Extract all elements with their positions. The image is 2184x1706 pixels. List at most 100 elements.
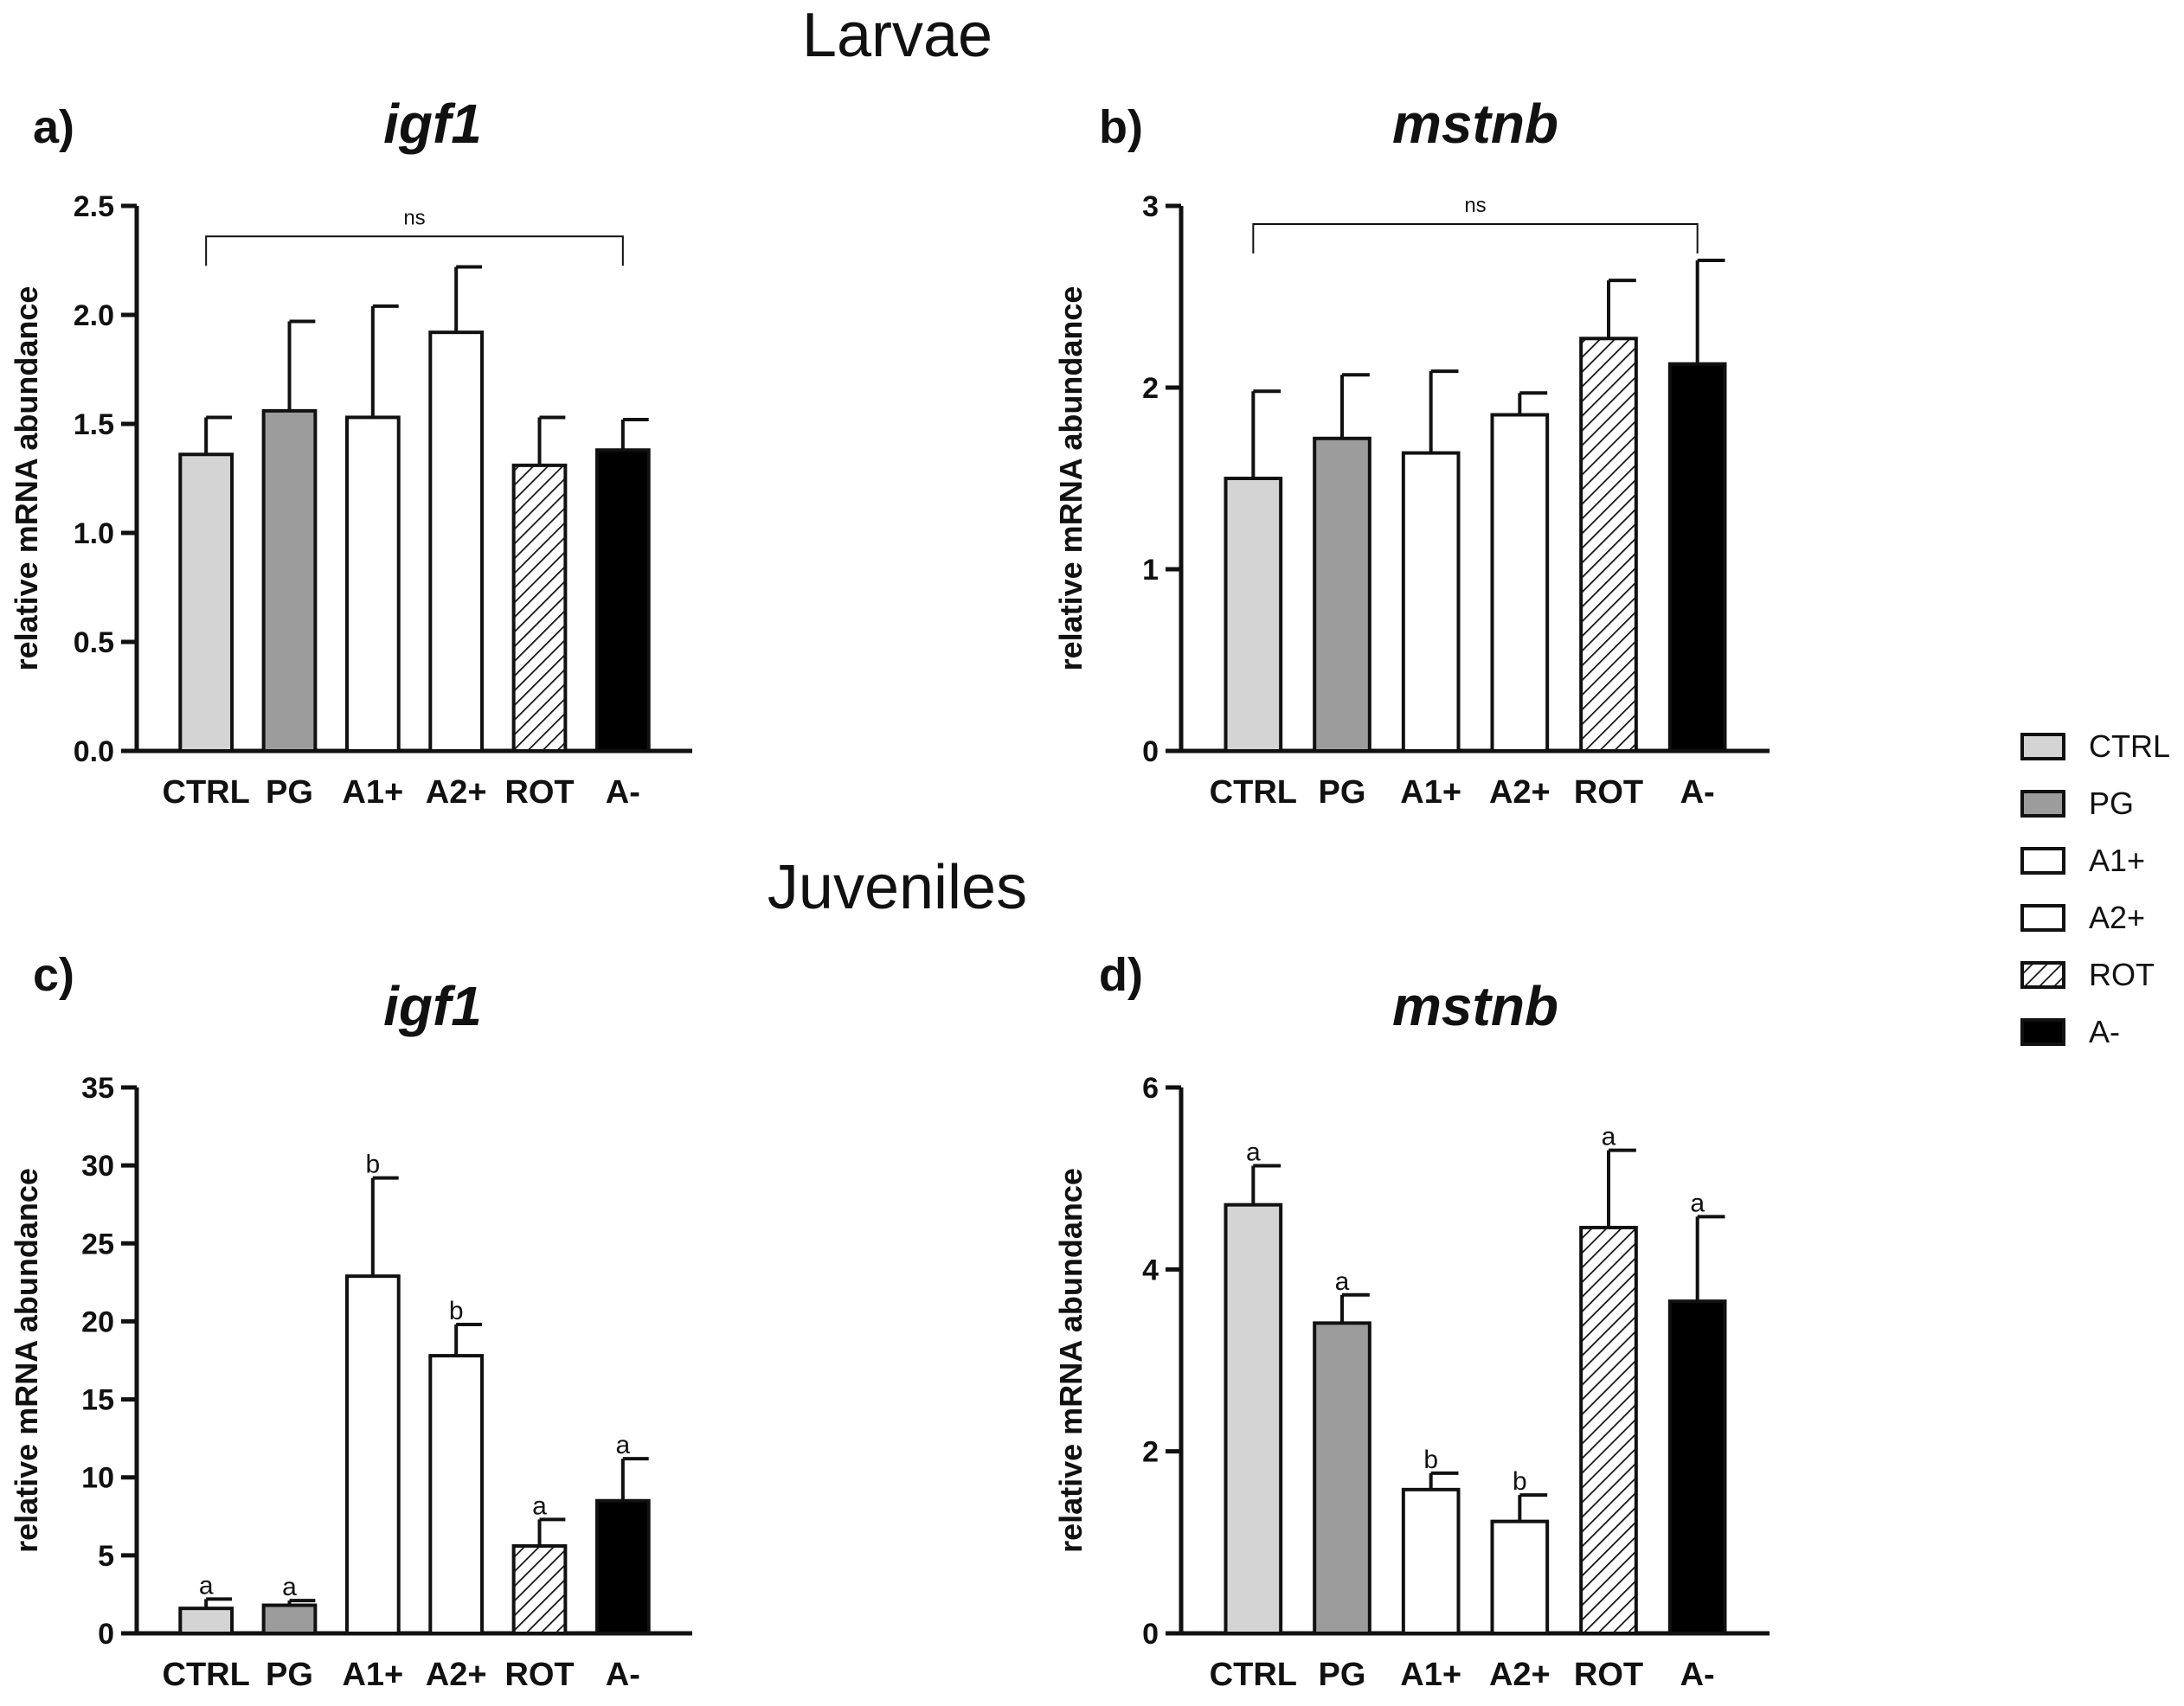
legend-swatch	[2020, 904, 2065, 932]
bar-pg	[1313, 1321, 1371, 1636]
x-tick-label: A-	[1680, 774, 1715, 811]
bar-a1plus	[1401, 451, 1461, 753]
y-tick-label: 0	[1142, 1618, 1159, 1651]
chart-title: mstnb	[1392, 975, 1558, 1037]
x-tick-label: CTRL	[163, 1657, 250, 1693]
x-tick-label: ROT	[504, 1657, 574, 1693]
legend: CTRL PG A1+ A2+ ROT A-	[2020, 728, 2170, 1049]
x-tick-label: A2+	[1489, 1657, 1551, 1693]
x-tick-label: PG	[266, 774, 313, 811]
y-tick-label: 0	[1142, 735, 1159, 768]
bar-ctrl	[178, 1607, 234, 1636]
significance-label: a	[1690, 1189, 1705, 1217]
significance-label: a	[1246, 1138, 1261, 1166]
bracket-label: ns	[1464, 194, 1486, 217]
x-tick-label: A2+	[426, 1657, 487, 1693]
x-tick-label: PG	[1319, 774, 1366, 811]
legend-label: A2+	[2089, 900, 2145, 935]
x-tick-label: PG	[266, 1657, 313, 1693]
y-tick-label: 2	[1142, 372, 1159, 405]
x-tick-label: A-	[1680, 1657, 1715, 1693]
significance-label: b	[365, 1151, 380, 1179]
legend-label: CTRL	[2089, 728, 2170, 764]
bar-a2plus	[1490, 1519, 1550, 1636]
y-axis-label: relative mRNA abundance	[9, 286, 44, 671]
y-axis-label: relative mRNA abundance	[1053, 286, 1089, 671]
chart-title: mstnb	[1392, 93, 1558, 155]
y-tick-label: 30	[81, 1150, 114, 1183]
bar-aminus	[1667, 362, 1727, 753]
y-tick-label: 0	[98, 1618, 114, 1651]
bar-a2plus	[1490, 413, 1550, 753]
y-tick-label: 4	[1142, 1254, 1159, 1286]
bar-aminus	[594, 448, 651, 753]
y-axis-label: relative mRNA abundance	[1053, 1168, 1089, 1553]
bar-pg	[261, 408, 318, 753]
y-tick-label: 1.0	[74, 517, 114, 550]
significance-label: a	[532, 1491, 547, 1520]
legend-item: A-	[2020, 1014, 2120, 1049]
y-tick-label: 3	[1142, 190, 1159, 223]
legend-item: ROT	[2020, 957, 2155, 992]
bar-a1plus	[344, 1274, 401, 1636]
bar-ctrl	[1224, 477, 1283, 753]
x-tick-label: CTRL	[1210, 774, 1297, 811]
bar-ctrl	[1224, 1203, 1283, 1636]
x-tick-label: A1+	[342, 774, 403, 811]
y-tick-label: 1.5	[74, 408, 114, 441]
chart-title: igf1	[383, 975, 482, 1037]
x-tick-label: ROT	[1574, 1657, 1643, 1693]
significance-bracket	[1252, 223, 1699, 253]
significance-label: a	[1335, 1267, 1350, 1296]
x-tick-label: A1+	[342, 1657, 403, 1693]
legend-label: ROT	[2089, 957, 2155, 992]
y-tick-label: 6	[1142, 1072, 1159, 1105]
x-tick-label: A-	[606, 774, 640, 811]
legend-item: A1+	[2020, 843, 2145, 878]
bar-a1plus	[1401, 1487, 1461, 1635]
panel-letter: d)	[1099, 949, 1143, 1001]
y-axis-label: relative mRNA abundance	[9, 1168, 44, 1553]
y-tick-label: 2	[1142, 1436, 1159, 1469]
x-tick-label: ROT	[1574, 774, 1643, 811]
chart-panels: a) igf1 relative mRNA abundance 0.0 0.5 1.0 1.…	[9, 93, 1770, 1693]
significance-label: b	[1513, 1467, 1527, 1496]
panel-letter: b)	[1099, 101, 1143, 153]
legend-label: A1+	[2089, 843, 2145, 878]
chart-title: igf1	[383, 93, 482, 155]
section-title-juveniles: Juveniles	[768, 853, 1027, 922]
significance-label: b	[449, 1297, 464, 1325]
x-tick-label: A-	[606, 1657, 640, 1693]
legend-item: CTRL	[2020, 728, 2170, 764]
x-tick-label: ROT	[504, 774, 574, 811]
x-tick-label: CTRL	[163, 774, 250, 811]
significance-label: a	[1602, 1123, 1616, 1151]
legend-label: A-	[2089, 1014, 2120, 1049]
bar-pg	[1313, 436, 1371, 753]
significance-bracket	[205, 235, 624, 266]
legend-swatch	[2020, 733, 2065, 760]
y-tick-label: 20	[81, 1305, 114, 1338]
y-tick-label: 35	[81, 1072, 114, 1105]
x-tick-label: A2+	[1489, 774, 1551, 811]
section-title-larvae: Larvae	[802, 1, 992, 70]
legend-item: A2+	[2020, 900, 2145, 935]
significance-label: a	[199, 1571, 214, 1600]
legend-swatch	[2020, 1018, 2065, 1046]
bar-a2plus	[428, 330, 485, 753]
bar-pg	[261, 1603, 318, 1636]
legend-swatch	[2020, 847, 2065, 875]
chart-panel: d) mstnb relative mRNA abundance 0 2 4 6 CTRL a P…	[1053, 949, 1770, 1693]
x-tick-label: A1+	[1400, 1657, 1461, 1693]
x-tick-label: CTRL	[1210, 1657, 1297, 1693]
legend-swatch	[2020, 790, 2065, 818]
legend-swatch	[2020, 961, 2065, 989]
legend-item: PG	[2020, 786, 2134, 821]
y-tick-label: 10	[81, 1462, 114, 1495]
bar-rot	[1579, 1225, 1638, 1635]
bar-rot	[511, 1544, 568, 1636]
legend-label: PG	[2089, 786, 2134, 821]
panel-letter: a)	[33, 101, 74, 153]
y-tick-label: 15	[81, 1384, 114, 1417]
y-tick-label: 0.5	[74, 626, 114, 659]
